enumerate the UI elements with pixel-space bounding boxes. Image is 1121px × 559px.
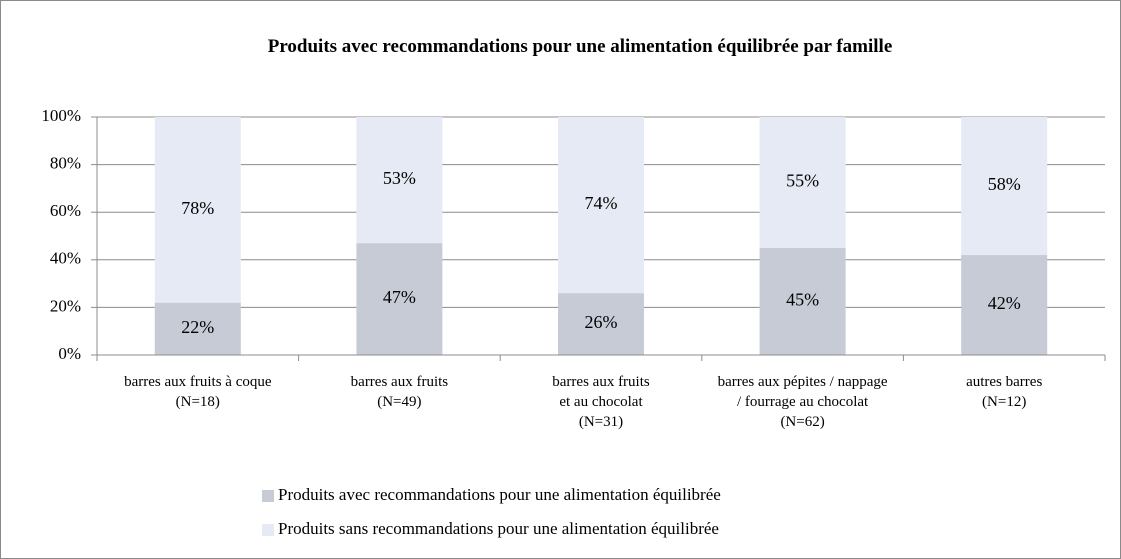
x-tick-label: barres aux pépites / nappage / fourrage … xyxy=(717,374,888,430)
bar-segment xyxy=(356,243,443,355)
value-label: 55% xyxy=(786,171,819,191)
value-label: 53% xyxy=(383,168,416,188)
value-label: 22% xyxy=(181,317,214,337)
legend-label: Produits avec recommandations pour une a… xyxy=(278,485,721,504)
x-tick-label: barres aux fruits et au chocolat (N=31) xyxy=(552,374,650,430)
legend-swatch xyxy=(262,524,274,536)
value-label: 58% xyxy=(988,174,1021,194)
bar-segment xyxy=(558,117,644,294)
chart-title: Produits avec recommandations pour une a… xyxy=(267,36,893,57)
bar-segment xyxy=(154,117,241,303)
value-label: 45% xyxy=(786,290,819,310)
y-tick-label: 60% xyxy=(50,201,81,220)
bar-segment xyxy=(961,117,1048,256)
x-tick-label: barres aux fruits (N=49) xyxy=(350,374,449,410)
bar-segment xyxy=(759,247,846,355)
x-tick-label: autres barres (N=12) xyxy=(966,374,1043,410)
value-label: 26% xyxy=(585,312,618,332)
value-label: 74% xyxy=(585,193,618,213)
y-tick-label: 20% xyxy=(50,296,81,315)
value-label: 78% xyxy=(181,198,214,218)
value-label: 47% xyxy=(383,287,416,307)
bar-segment xyxy=(356,117,443,244)
bar-segment xyxy=(154,302,241,355)
bar-segment xyxy=(558,293,644,355)
legend-swatch xyxy=(262,490,274,502)
y-tick-label: 80% xyxy=(50,154,81,173)
y-tick-label: 0% xyxy=(58,344,81,363)
legend-label: Produits sans recommandations pour une a… xyxy=(278,519,719,538)
bar-segment xyxy=(961,255,1048,355)
y-tick-label: 40% xyxy=(50,249,81,268)
y-tick-label: 100% xyxy=(41,106,81,125)
value-label: 42% xyxy=(988,293,1021,313)
x-tick-label: barres aux fruits à coque (N=18) xyxy=(124,374,272,410)
bar-segment xyxy=(759,117,846,248)
